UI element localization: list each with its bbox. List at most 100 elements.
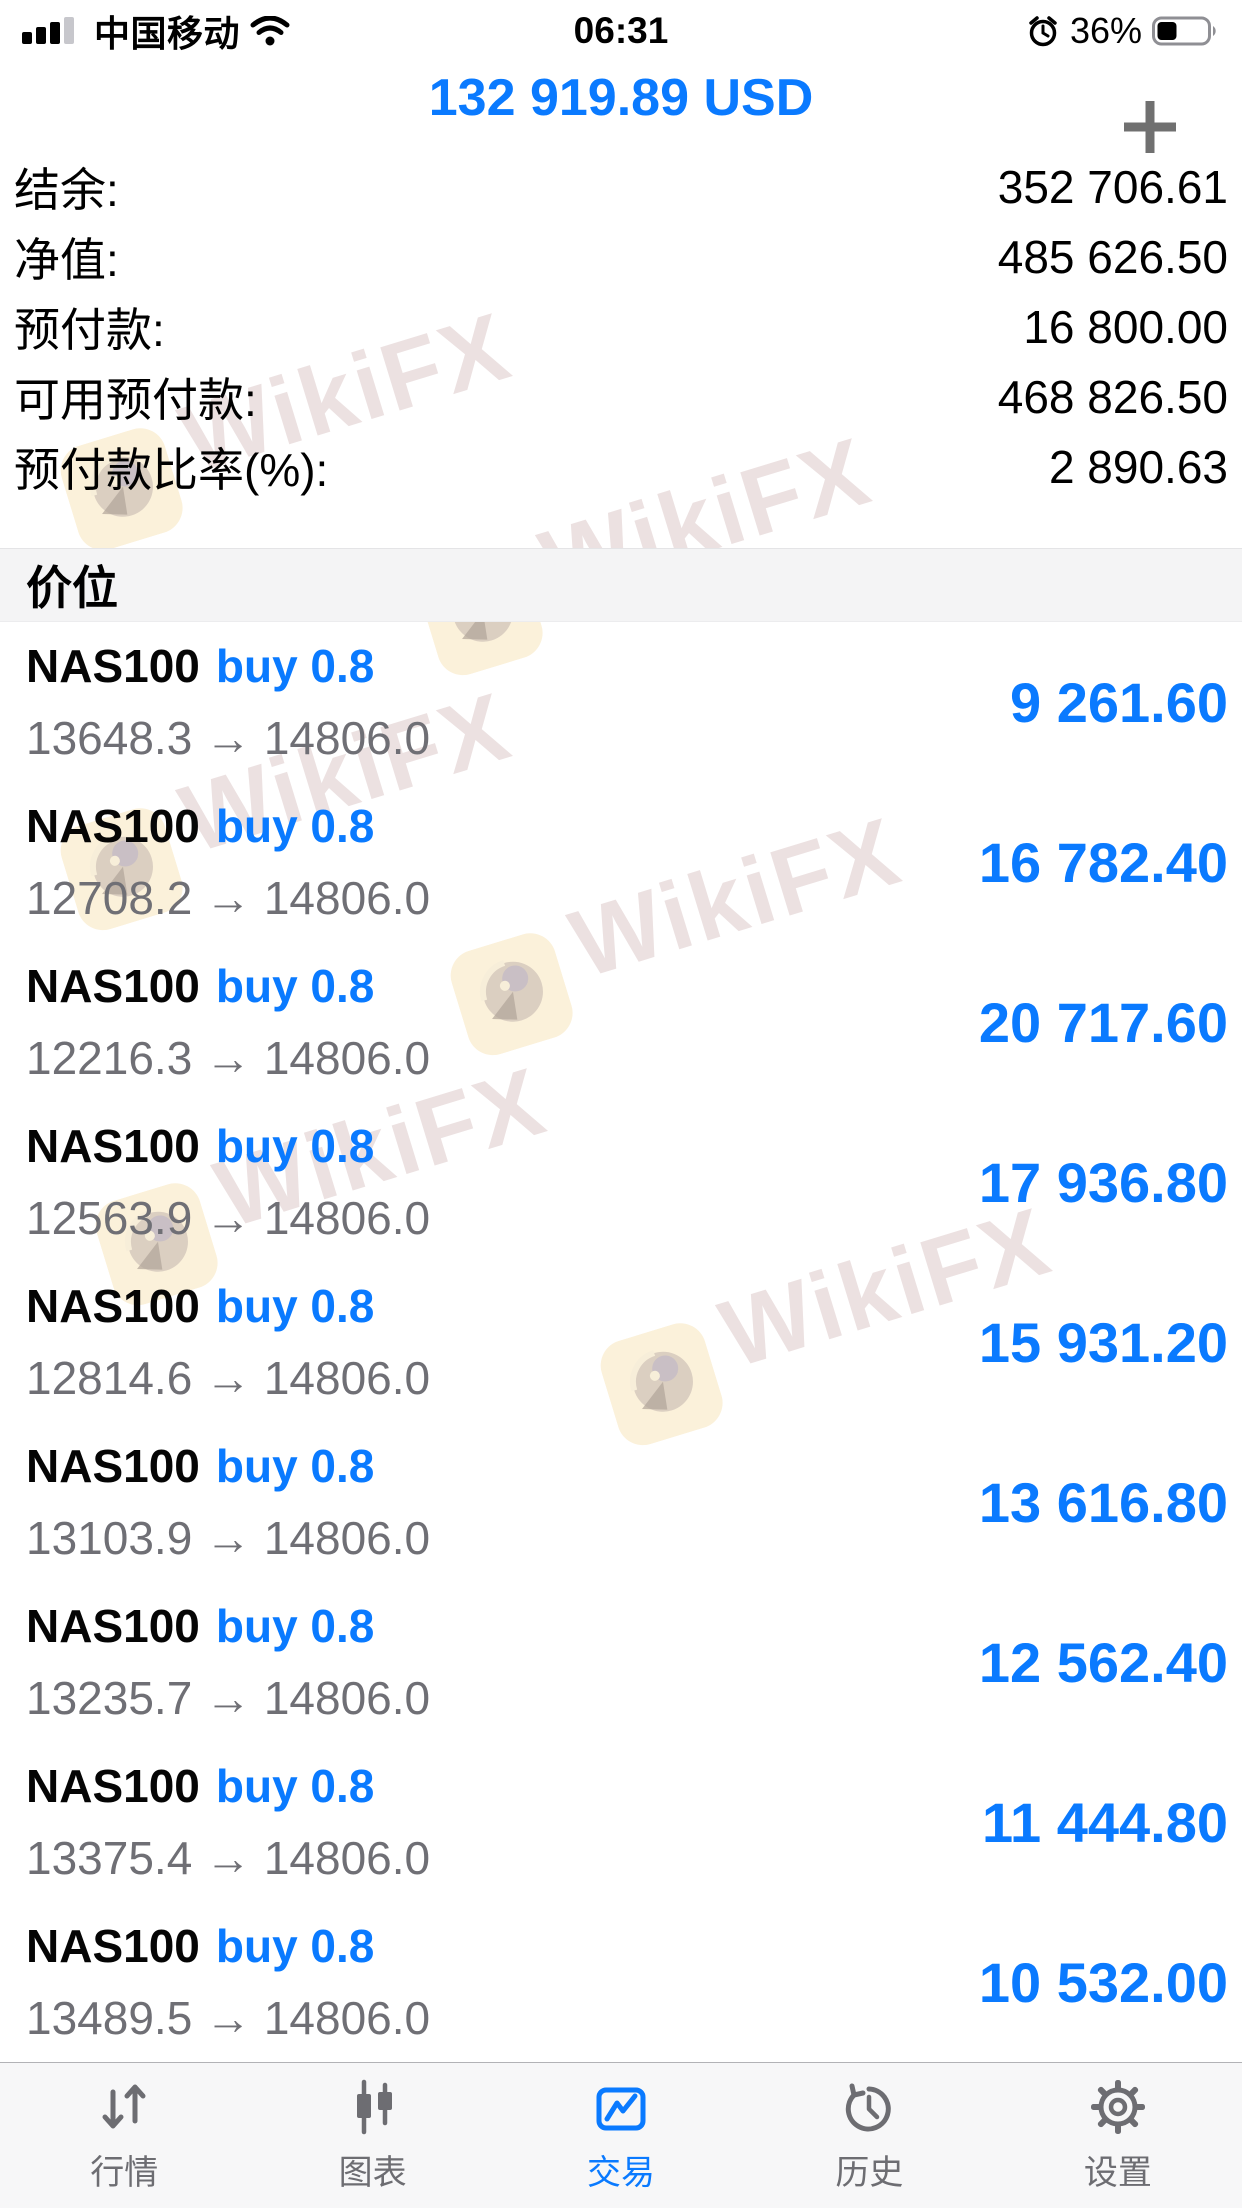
tab-charts-label: 图表 bbox=[338, 2154, 407, 2192]
price-arrow: → bbox=[205, 1832, 252, 1884]
price-arrow: → bbox=[205, 1672, 252, 1724]
account-row-label: 预付款: bbox=[14, 304, 165, 356]
price-arrow: → bbox=[205, 1512, 252, 1564]
tab-history-label: 历史 bbox=[835, 2154, 904, 2192]
position-open-price: 13103.9 bbox=[26, 1512, 193, 1564]
position-symbol: NAS100 bbox=[26, 1280, 200, 1332]
account-row: 净值: 485 626.50 bbox=[14, 222, 1228, 292]
position-info: NAS100 buy 0.8 13375.4 → 14806.0 bbox=[26, 1757, 430, 1887]
account-row-value: 485 626.50 bbox=[997, 231, 1228, 283]
position-info: NAS100 buy 0.8 12216.3 → 14806.0 bbox=[26, 957, 430, 1087]
position-prices: 12216.3 → 14806.0 bbox=[26, 1029, 430, 1087]
account-row-label: 可用预付款: bbox=[14, 374, 257, 426]
tab-trade[interactable]: 交易 bbox=[497, 2063, 745, 2208]
account-row-label: 净值: bbox=[14, 234, 119, 286]
battery-percent-label: 36% bbox=[1069, 10, 1142, 51]
position-open-price: 13648.3 bbox=[26, 712, 193, 764]
position-row[interactable]: NAS100 buy 0.8 13235.7 → 14806.0 12 562.… bbox=[0, 1582, 1242, 1742]
tab-settings[interactable]: 设置 bbox=[994, 2063, 1242, 2208]
wifi-icon bbox=[250, 16, 290, 46]
position-symbol: NAS100 bbox=[26, 1120, 200, 1172]
position-prices: 12563.9 → 14806.0 bbox=[26, 1189, 430, 1247]
history-clock-icon bbox=[846, 2083, 892, 2132]
position-info: NAS100 buy 0.8 13648.3 → 14806.0 bbox=[26, 637, 430, 767]
position-current-price: 14806.0 bbox=[263, 712, 431, 764]
position-profit: 9 261.60 bbox=[1010, 670, 1228, 734]
position-profit: 11 444.80 bbox=[981, 1790, 1228, 1854]
positions-list: NAS100 buy 0.8 13648.3 → 14806.0 9 261.6… bbox=[0, 622, 1242, 2062]
account-balance: 132 919.89 USD bbox=[428, 69, 814, 127]
position-prices: 13235.7 → 14806.0 bbox=[26, 1669, 430, 1727]
position-info: NAS100 buy 0.8 12563.9 → 14806.0 bbox=[26, 1117, 430, 1247]
position-profit: 13 616.80 bbox=[978, 1470, 1228, 1534]
position-row[interactable]: NAS100 buy 0.8 12708.2 → 14806.0 16 782.… bbox=[0, 782, 1242, 942]
position-side-volume: buy 0.8 bbox=[215, 1440, 375, 1492]
position-profit: 17 936.80 bbox=[978, 1150, 1228, 1214]
cellular-signal-icon bbox=[22, 17, 74, 44]
alarm-icon bbox=[1029, 16, 1057, 47]
position-side-volume: buy 0.8 bbox=[215, 640, 375, 692]
position-row[interactable]: NAS100 buy 0.8 13375.4 → 14806.0 11 444.… bbox=[0, 1742, 1242, 1902]
account-row: 预付款比率(%): 2 890.63 bbox=[14, 432, 1228, 502]
position-open-price: 12216.3 bbox=[26, 1032, 193, 1084]
account-row-value: 2 890.63 bbox=[1048, 441, 1228, 493]
position-side-volume: buy 0.8 bbox=[215, 800, 375, 852]
position-current-price: 14806.0 bbox=[263, 1192, 431, 1244]
positions-section-header: 价位 bbox=[0, 548, 1242, 622]
position-open-price: 12563.9 bbox=[26, 1192, 193, 1244]
position-row[interactable]: NAS100 buy 0.8 13648.3 → 14806.0 9 261.6… bbox=[0, 622, 1242, 782]
account-row-value: 352 706.61 bbox=[997, 161, 1228, 213]
position-symbol: NAS100 bbox=[26, 640, 200, 692]
position-symbol: NAS100 bbox=[26, 800, 200, 852]
position-info: NAS100 buy 0.8 13235.7 → 14806.0 bbox=[26, 1597, 430, 1727]
position-current-price: 14806.0 bbox=[263, 1512, 431, 1564]
account-row: 可用预付款: 468 826.50 bbox=[14, 362, 1228, 432]
trade-chart-icon bbox=[596, 2087, 646, 2131]
position-side-volume: buy 0.8 bbox=[215, 1280, 375, 1332]
position-current-price: 14806.0 bbox=[263, 1832, 431, 1884]
position-row[interactable]: NAS100 buy 0.8 13489.5 → 14806.0 10 532.… bbox=[0, 1902, 1242, 2062]
position-prices: 13489.5 → 14806.0 bbox=[26, 1989, 430, 2047]
account-row-label: 预付款比率(%): bbox=[14, 444, 329, 496]
tab-trade-label: 交易 bbox=[587, 2154, 656, 2192]
position-profit: 20 717.60 bbox=[978, 990, 1228, 1054]
battery-icon bbox=[1152, 16, 1216, 46]
position-side-volume: buy 0.8 bbox=[215, 1760, 375, 1812]
position-profit: 16 782.40 bbox=[978, 830, 1228, 894]
position-info: NAS100 buy 0.8 12814.6 → 14806.0 bbox=[26, 1277, 430, 1407]
price-arrow: → bbox=[205, 872, 252, 924]
position-profit: 10 532.00 bbox=[978, 1950, 1228, 2014]
account-row: 结余: 352 706.61 bbox=[14, 152, 1228, 222]
candlestick-chart-icon bbox=[356, 2079, 392, 2135]
position-row[interactable]: NAS100 buy 0.8 12814.6 → 14806.0 15 931.… bbox=[0, 1262, 1242, 1422]
tab-history[interactable]: 历史 bbox=[745, 2063, 993, 2208]
position-info: NAS100 buy 0.8 13103.9 → 14806.0 bbox=[26, 1437, 430, 1567]
position-row[interactable]: NAS100 buy 0.8 12216.3 → 14806.0 20 717.… bbox=[0, 942, 1242, 1102]
quotes-arrows-icon bbox=[102, 2084, 146, 2129]
position-profit: 12 562.40 bbox=[978, 1630, 1228, 1694]
position-row[interactable]: NAS100 buy 0.8 12563.9 → 14806.0 17 936.… bbox=[0, 1102, 1242, 1262]
position-side-volume: buy 0.8 bbox=[215, 960, 375, 1012]
tab-quotes[interactable]: 行情 bbox=[0, 2063, 248, 2208]
position-open-price: 12814.6 bbox=[26, 1352, 193, 1404]
position-open-price: 13489.5 bbox=[26, 1992, 193, 2044]
position-side-volume: buy 0.8 bbox=[215, 1120, 375, 1172]
clock-time: 06:31 bbox=[573, 10, 669, 51]
add-order-button[interactable] bbox=[1122, 99, 1178, 155]
account-header: 132 919.89 USD bbox=[0, 62, 1242, 138]
position-info: NAS100 buy 0.8 13489.5 → 14806.0 bbox=[26, 1917, 430, 2047]
carrier-label: 中国移动 bbox=[94, 13, 241, 54]
position-open-price: 13235.7 bbox=[26, 1672, 193, 1724]
position-row[interactable]: NAS100 buy 0.8 13103.9 → 14806.0 13 616.… bbox=[0, 1422, 1242, 1582]
position-current-price: 14806.0 bbox=[263, 1352, 431, 1404]
position-prices: 13648.3 → 14806.0 bbox=[26, 709, 430, 767]
position-open-price: 13375.4 bbox=[26, 1832, 193, 1884]
account-summary: 结余: 352 706.61 净值: 485 626.50 预付款: 16 80… bbox=[0, 138, 1242, 502]
position-side-volume: buy 0.8 bbox=[215, 1600, 375, 1652]
account-row: 预付款: 16 800.00 bbox=[14, 292, 1228, 362]
tab-charts[interactable]: 图表 bbox=[248, 2063, 496, 2208]
position-prices: 12814.6 → 14806.0 bbox=[26, 1349, 430, 1407]
position-symbol: NAS100 bbox=[26, 1920, 200, 1972]
position-prices: 13103.9 → 14806.0 bbox=[26, 1509, 430, 1567]
